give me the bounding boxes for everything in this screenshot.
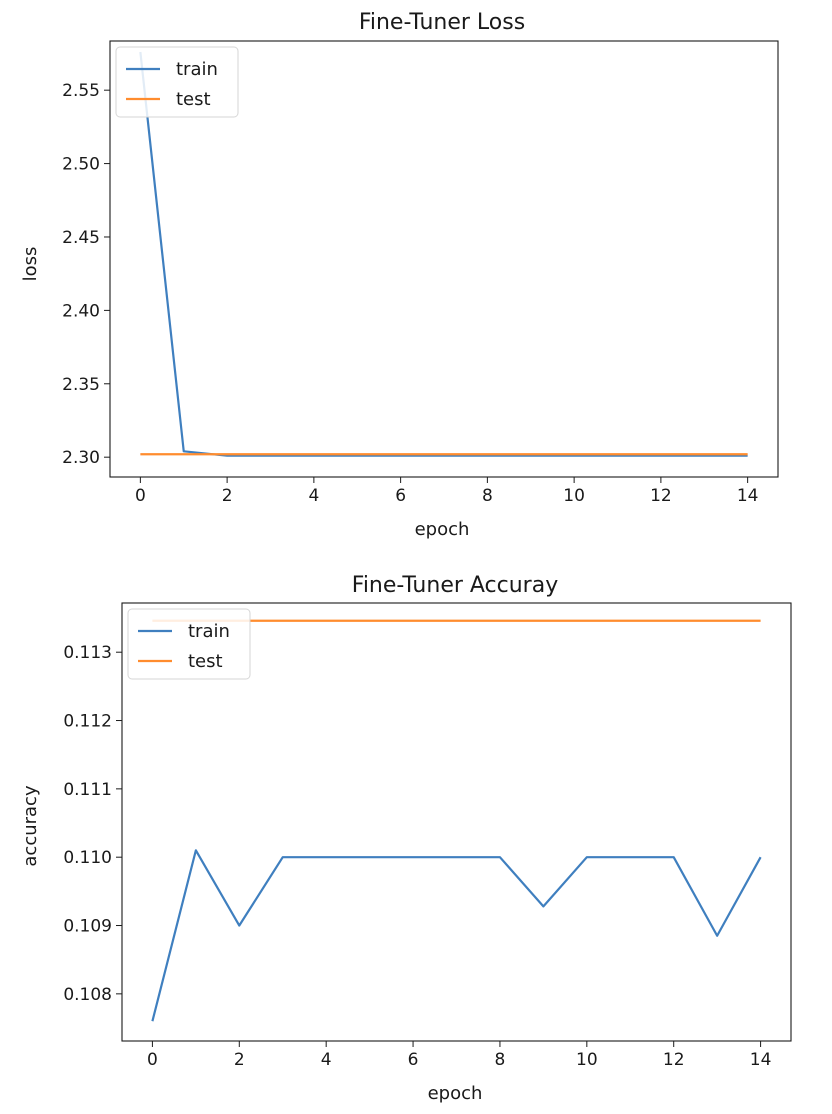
y-axis-label: accuracy xyxy=(20,785,41,867)
x-tick-label: 12 xyxy=(663,1050,685,1070)
y-tick-label: 0.113 xyxy=(63,643,112,663)
y-tick-label: 0.108 xyxy=(63,985,112,1005)
x-tick-label: 2 xyxy=(234,1050,245,1070)
accuracy-chart: Fine-Tuner Accuray 0 2 4 6 8 10 12 14 0.108 0.109… xyxy=(20,573,792,1104)
axes-frame xyxy=(121,602,792,1042)
x-tick-label: 4 xyxy=(321,1050,332,1070)
plot-area: 0 2 4 6 8 10 12 14 2.30 2.35 2.40 2.45 2.50 2.55 train… xyxy=(62,40,779,506)
x-tick-label: 14 xyxy=(750,1050,772,1070)
x-tick-label: 12 xyxy=(650,486,672,506)
x-axis-label: epoch xyxy=(428,1083,483,1104)
x-tick-label: 10 xyxy=(576,1050,598,1070)
y-tick-label: 2.35 xyxy=(62,375,100,395)
x-tick-label: 14 xyxy=(737,486,759,506)
series-line-train xyxy=(139,51,748,457)
legend-label-test: test xyxy=(176,89,211,110)
loss-chart: Fine-Tuner Loss 0 2 4 6 8 10 12 14 2.30 2.35 2.40 2… xyxy=(20,10,779,540)
legend: train test xyxy=(127,608,251,680)
x-tick-label: 4 xyxy=(308,486,319,506)
y-tick-label: 2.40 xyxy=(62,301,100,321)
x-tick-label: 6 xyxy=(408,1050,419,1070)
x-tick-label: 0 xyxy=(135,486,146,506)
chart-title: Fine-Tuner Accuray xyxy=(352,573,558,598)
x-tick-label: 0 xyxy=(147,1050,158,1070)
x-tick-label: 2 xyxy=(222,486,233,506)
x-axis-label: epoch xyxy=(415,519,470,540)
y-tick-label: 0.110 xyxy=(63,848,112,868)
legend-label-train: train xyxy=(176,59,218,80)
legend-label-test: test xyxy=(188,651,223,672)
legend-label-train: train xyxy=(188,621,230,642)
y-tick-label: 0.112 xyxy=(63,712,112,732)
y-axis-label: loss xyxy=(20,247,41,282)
y-tick-label: 0.109 xyxy=(63,917,112,937)
axes-frame xyxy=(109,40,779,478)
plot-area: 0 2 4 6 8 10 12 14 0.108 0.109 0.110 0.111 0.112 0.11… xyxy=(63,602,792,1070)
y-tick-label: 2.55 xyxy=(62,81,100,101)
x-tick-label: 8 xyxy=(482,486,493,506)
y-tick-label: 2.45 xyxy=(62,228,100,248)
y-tick-label: 2.50 xyxy=(62,155,100,175)
y-tick-label: 2.30 xyxy=(62,448,100,468)
x-tick-label: 10 xyxy=(563,486,585,506)
x-tick-label: 6 xyxy=(395,486,406,506)
series-line-train xyxy=(151,849,762,1022)
y-tick-label: 0.111 xyxy=(63,780,112,800)
x-tick-label: 8 xyxy=(495,1050,506,1070)
chart-title: Fine-Tuner Loss xyxy=(359,10,525,35)
legend: train test xyxy=(115,46,239,118)
